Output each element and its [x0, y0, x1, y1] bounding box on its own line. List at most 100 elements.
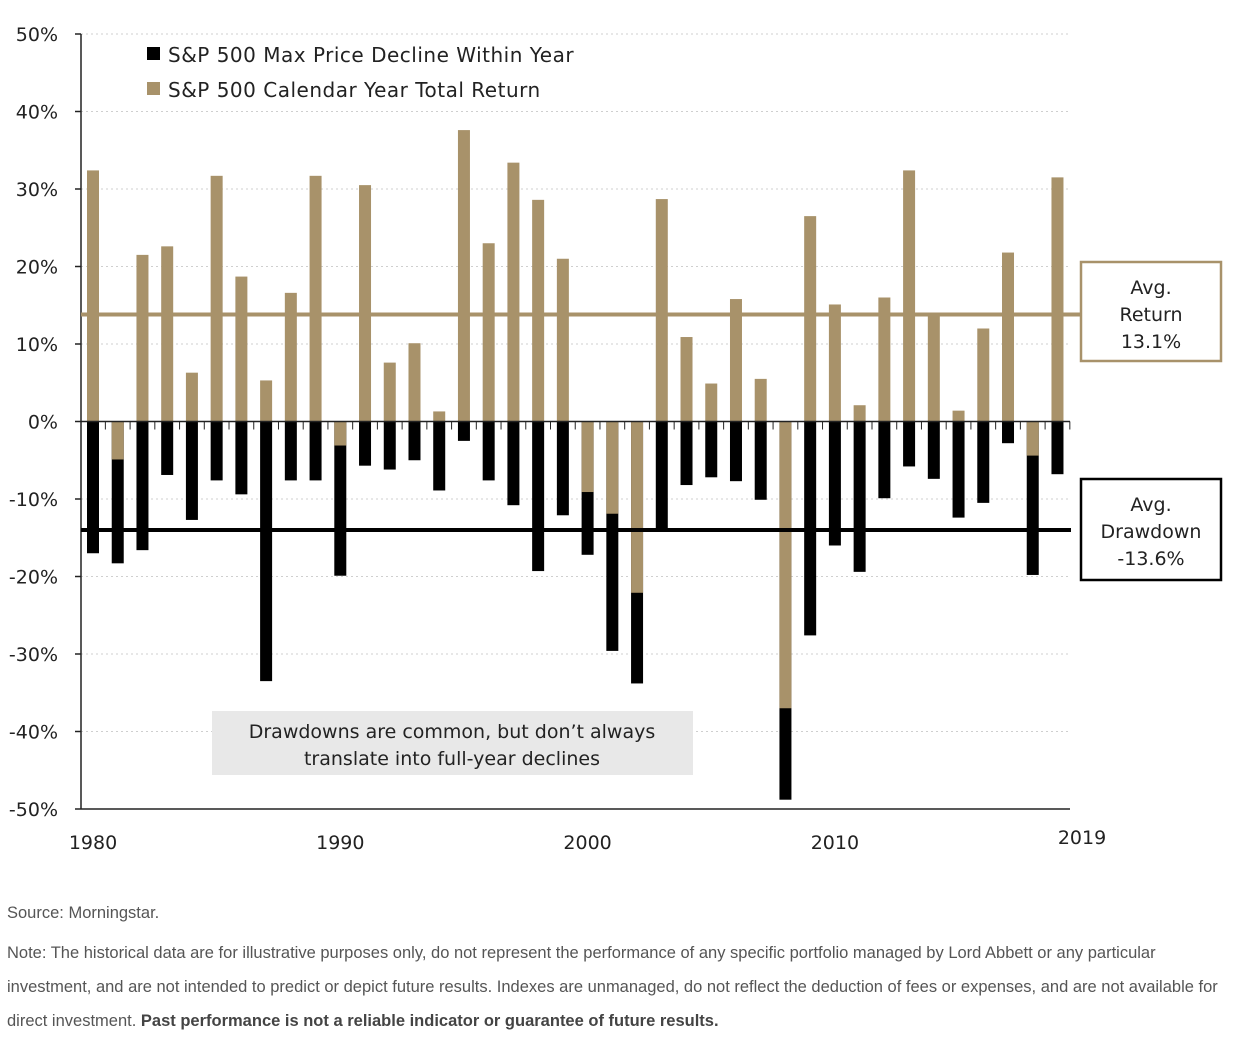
y-tick-label: 10% [16, 334, 58, 356]
bar-return-1980 [87, 170, 99, 422]
y-tick-label: -40% [9, 722, 58, 744]
bar-return-1997 [507, 162, 520, 422]
bar-return-2009 [804, 216, 817, 422]
bar-return-2017 [1002, 252, 1015, 422]
avg-drawdown-value: -13.6% [1117, 548, 1184, 570]
bar-return-1987 [260, 380, 273, 422]
bar-drawdown-1984 [185, 421, 198, 520]
x-tick-label: 2019 [1058, 827, 1106, 849]
bar-drawdown-1980 [87, 421, 99, 554]
bar-drawdown-2011 [853, 421, 866, 572]
bar-drawdown-2003 [655, 421, 668, 531]
bar-return-2001 [606, 421, 619, 514]
bar-drawdown-1993 [408, 421, 421, 461]
bar-drawdown-2010 [828, 421, 841, 546]
legend: S&P 500 Max Price Decline Within Year S&… [147, 43, 574, 102]
bar-return-1985 [210, 175, 223, 422]
avg-return-value: 13.1% [1121, 331, 1181, 353]
y-tick-label: -30% [9, 644, 58, 666]
x-tick-label: 1990 [316, 832, 364, 854]
avg-drawdown-callout: Avg. Drawdown -13.6% [1079, 477, 1223, 582]
x-tick-label: 2010 [811, 832, 859, 854]
bar-drawdown-1985 [210, 421, 223, 481]
avg-return-callout: Avg. Return 13.1% [1079, 260, 1223, 363]
disclaimer-text: Note: The historical data are for illust… [7, 944, 1218, 1030]
y-tick-label: 30% [16, 179, 58, 201]
bar-drawdown-1994 [433, 421, 446, 491]
bar-drawdown-1990 [334, 421, 347, 576]
bar-drawdown-2006 [729, 421, 742, 482]
bar-return-1986 [235, 276, 248, 422]
bar-return-1996 [482, 243, 495, 422]
bar-return-1992 [383, 362, 396, 422]
y-tick-label: -50% [9, 799, 58, 821]
annotation-line1: Drawdowns are common, but don’t always [249, 721, 656, 743]
bar-return-1982 [136, 254, 149, 422]
bar-return-2011 [853, 405, 866, 422]
avg-drawdown-box [1079, 477, 1223, 582]
bar-drawdown-2013 [903, 421, 916, 467]
bar-return-2013 [903, 170, 916, 422]
bar-drawdown-1987 [260, 421, 273, 682]
disclaimer-note: Note: The historical data are for illust… [7, 936, 1222, 1038]
y-tick-label: 50% [16, 24, 58, 46]
bar-return-1984 [185, 372, 198, 422]
bar-return-1999 [556, 258, 569, 422]
y-tick-label: -20% [9, 567, 58, 589]
avg-return-box [1079, 260, 1223, 363]
annotation-background [212, 711, 693, 775]
bar-drawdown-1992 [383, 421, 396, 470]
drawdown-return-chart: 50% 40% 30% 20% 10% 0% -10% -20% -30% -40% -50% 19… [9, 24, 1223, 854]
y-tick-label: -10% [9, 489, 58, 511]
bar-drawdown-2014 [927, 421, 940, 479]
bar-return-1989 [309, 175, 322, 422]
bar-return-1988 [284, 292, 297, 422]
bar-drawdown-1995 [457, 421, 470, 441]
disclaimer-bold: Past performance is not a reliable indic… [140, 1012, 719, 1030]
bar-return-1983 [161, 246, 174, 422]
bar-drawdown-1989 [309, 421, 322, 481]
bar-drawdown-1983 [161, 421, 174, 475]
legend-swatch-drawdown [147, 47, 160, 60]
annotation-line2: translate into full-year declines [304, 748, 600, 770]
bar-return-1990 [334, 421, 347, 446]
annotation-box: Drawdowns are common, but don’t always t… [212, 711, 693, 775]
bar-drawdown-2007 [754, 421, 767, 500]
y-tick-label: 40% [16, 102, 58, 124]
x-tick-label: 1980 [69, 832, 117, 854]
bar-return-1994 [433, 411, 446, 422]
bar-drawdown-1991 [359, 421, 372, 466]
legend-label-return: S&P 500 Calendar Year Total Return [168, 78, 541, 102]
bar-drawdown-2012 [878, 421, 891, 499]
bar-return-2010 [828, 304, 841, 422]
average-lines [81, 312, 1081, 532]
bar-drawdown-2018 [1026, 421, 1039, 575]
avg-drawdown-line2: Drawdown [1101, 521, 1202, 543]
avg-return-line2: Return [1119, 304, 1182, 326]
bar-return-2016 [977, 328, 990, 422]
bar-drawdown-1997 [507, 421, 520, 506]
bar-return-1995 [457, 130, 470, 422]
bar-return-2018 [1026, 421, 1039, 456]
bar-return-1991 [359, 185, 372, 422]
bar-return-2019 [1051, 177, 1064, 422]
y-tick-label: 0% [28, 412, 58, 434]
legend-label-drawdown: S&P 500 Max Price Decline Within Year [168, 43, 574, 67]
bar-drawdown-1996 [482, 421, 495, 481]
gridlines [81, 33, 1070, 732]
bar-drawdown-1982 [136, 421, 149, 551]
bar-return-2000 [581, 421, 594, 493]
avg-return-line1: Avg. [1130, 277, 1171, 299]
bar-return-2014 [927, 315, 940, 422]
bar-return-2006 [729, 299, 742, 422]
bar-drawdown-2004 [680, 421, 693, 486]
bar-drawdown-2015 [952, 421, 965, 518]
bar-drawdown-1998 [532, 421, 545, 572]
bars [87, 130, 1071, 800]
y-tick-label: 20% [16, 257, 58, 279]
legend-swatch-return [147, 82, 160, 95]
bar-return-2012 [878, 297, 891, 422]
bar-return-1981 [111, 421, 124, 460]
bar-drawdown-2016 [977, 421, 990, 503]
bar-return-2008 [779, 421, 792, 709]
